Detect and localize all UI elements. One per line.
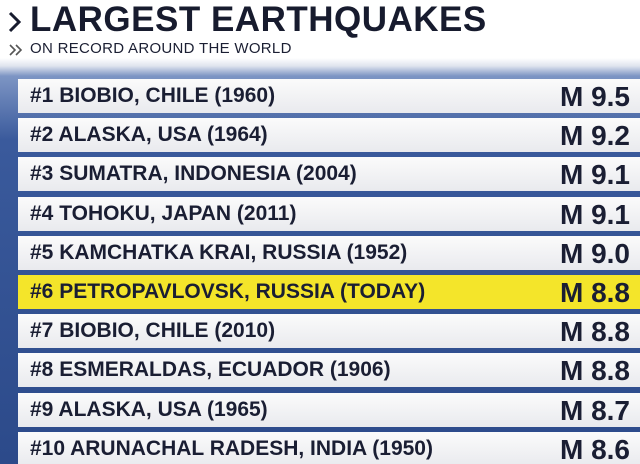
magnitude: M 8.8 [559,316,630,348]
magnitude: M 9.0 [559,237,630,269]
magnitude: M 8.8 [559,355,630,387]
table-row: #10 ARUNACHAL RADESH, INDIA (1950) M 8.6 [18,431,640,464]
title: LARGEST EARTHQUAKES [30,0,487,39]
magnitude: M 8.7 [559,394,630,426]
magnitude: M 9.2 [559,120,630,152]
earthquake-label: #1 BIOBIO, CHILE (1960) [30,84,276,107]
table-row: #5 KAMCHATKA KRAI, RUSSIA (1952) M 9.0 [18,235,640,270]
table-row: #2 ALASKA, USA (1964) M 9.2 [18,118,640,153]
magnitude: M 8.8 [559,277,630,308]
magnitude: M 9.1 [559,198,630,230]
earthquake-label: #6 PETROPAVLOVSK, RUSSIA (TODAY) [30,280,426,303]
table-row: #4 TOHOKU, JAPAN (2011) M 9.1 [18,196,640,231]
earthquake-label: #5 KAMCHATKA KRAI, RUSSIA (1952) [30,240,408,264]
earthquake-label: #2 ALASKA, USA (1964) [30,123,268,147]
earthquake-label: #8 ESMERALDAS, ECUADOR (1906) [30,358,391,382]
earthquake-label: #7 BIOBIO, CHILE (2010) [30,319,276,343]
table-row: #3 SUMATRA, INDONESIA (2004) M 9.1 [18,157,640,192]
earthquake-label: #10 ARUNACHAL RADESH, INDIA (1950) [30,436,433,460]
subtitle: ON RECORD AROUND THE WORLD [30,40,292,57]
table-row: #1 BIOBIO, CHILE (1960) M 9.5 [18,79,640,113]
earthquake-label: #3 SUMATRA, INDONESIA (2004) [30,162,357,186]
table-row: #8 ESMERALDAS, ECUADOR (1906) M 8.8 [18,353,640,388]
earthquake-label: #4 TOHOKU, JAPAN (2011) [30,201,297,225]
magnitude: M 9.1 [559,159,630,191]
title-chevron [8,11,22,33]
magnitude: M 9.5 [559,81,630,112]
table-row: #7 BIOBIO, CHILE (2010) M 8.8 [18,314,640,349]
earthquake-label: #9 ALASKA, USA (1965) [30,397,268,421]
table-row: #9 ALASKA, USA (1965) M 8.7 [18,392,640,427]
subtitle-chevrons [9,44,23,56]
highlighted-row: #6 PETROPAVLOVSK, RUSSIA (TODAY) M 8.8 [18,275,640,309]
magnitude: M 8.6 [559,433,630,464]
